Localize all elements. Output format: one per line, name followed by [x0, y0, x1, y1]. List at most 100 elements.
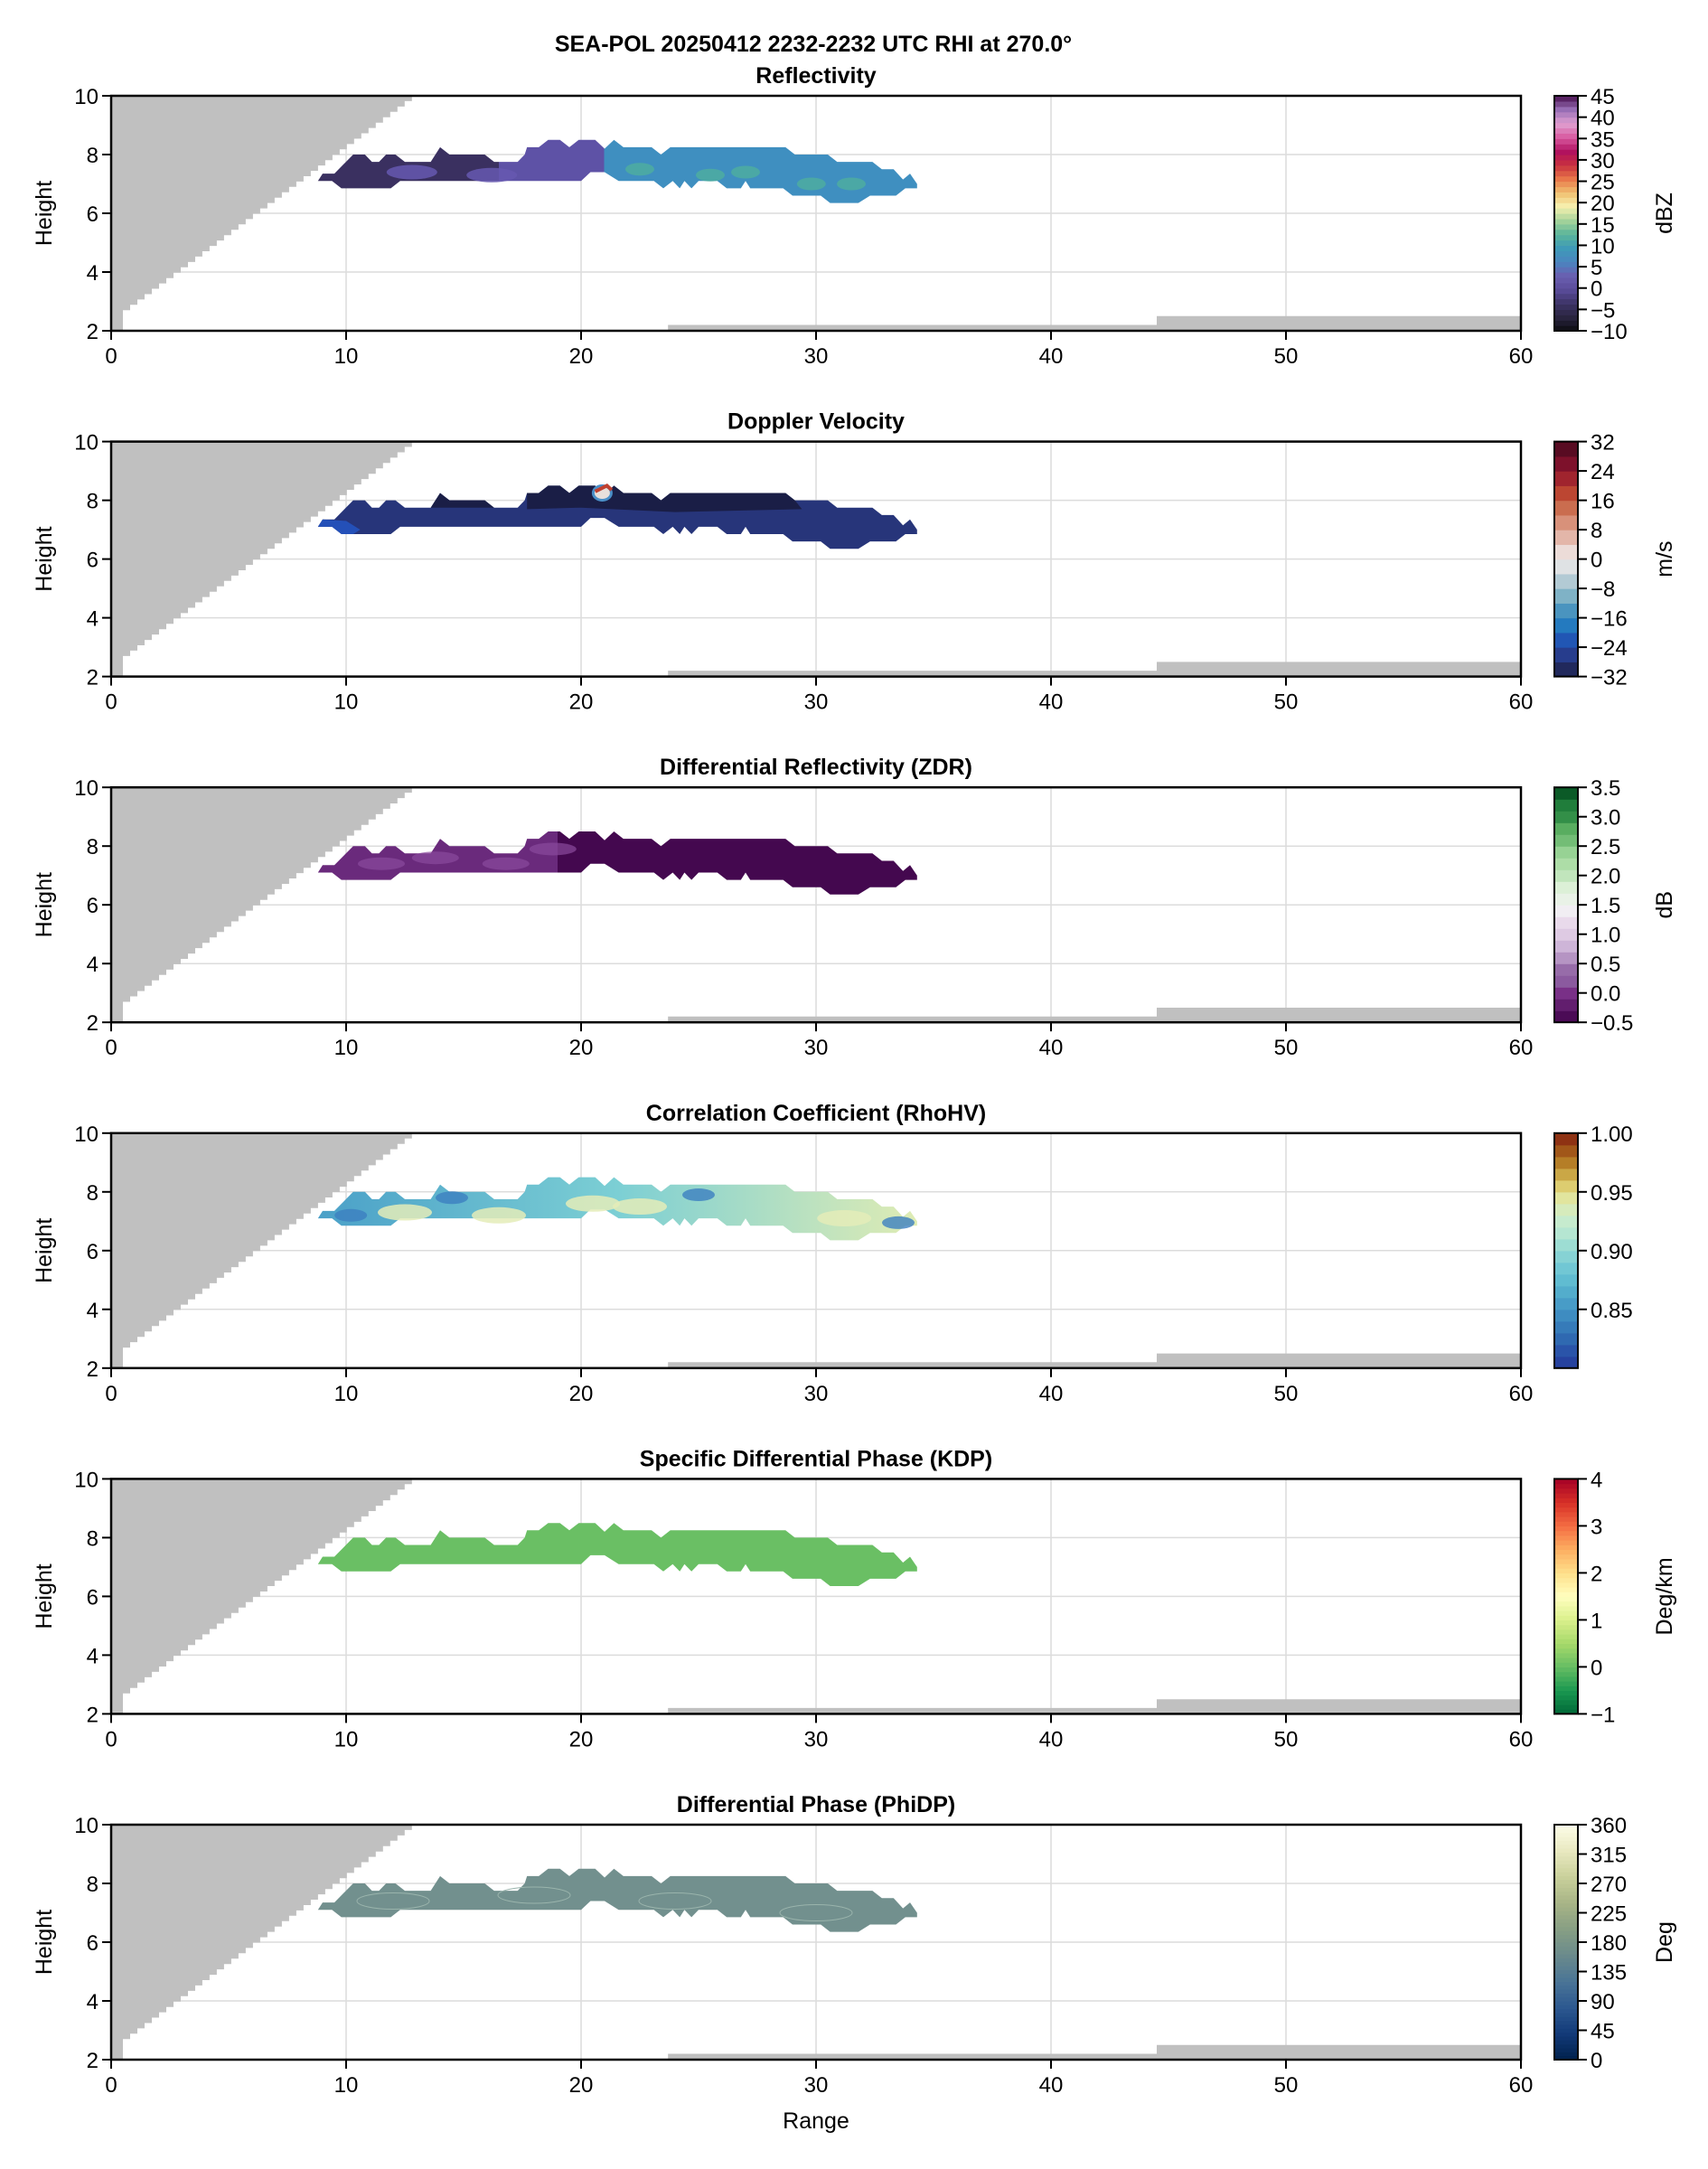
y-tick-label: 2: [87, 666, 99, 690]
colorbar-band: [1554, 1695, 1578, 1701]
colorbar-band: [1554, 277, 1578, 284]
beam-blockage-mask: [111, 1479, 412, 1714]
colorbar-band: [1554, 1144, 1578, 1158]
colorbar-tick-label: 40: [1591, 107, 1615, 131]
colorbar-tick-label: 0.0: [1591, 982, 1620, 1007]
colorbar-band: [1554, 869, 1578, 882]
reflectivity-cell: [837, 177, 866, 191]
colorbar-band: [1554, 1179, 1578, 1193]
grid-lines: [111, 1479, 1521, 1714]
y-tick-label: 2: [87, 320, 99, 344]
colorbar-band: [1554, 181, 1578, 188]
echo-polygon: [317, 1523, 917, 1586]
x-tick-label: 50: [1274, 690, 1299, 715]
colorbar-band: [1554, 1010, 1578, 1023]
colorbar-band: [1554, 1690, 1578, 1696]
colorbar-band: [1554, 1530, 1578, 1536]
y-tick-label: 6: [87, 1931, 99, 1956]
echo-polygon: [317, 831, 917, 895]
rhohv-cell: [436, 1191, 468, 1205]
x-tick-label: 20: [569, 2073, 594, 2098]
colorbar-band: [1554, 1320, 1578, 1334]
x-tick-label: 30: [804, 690, 829, 715]
reflectivity-cell: [696, 168, 725, 182]
phidp-contour: [497, 1886, 571, 1904]
colorbar-tick-label: −24: [1591, 636, 1628, 661]
colorbar-band: [1554, 2043, 1578, 2049]
colorbar: 1.00 0.95 0.90 0.85: [1553, 1122, 1633, 1369]
colorbar-band: [1554, 2040, 1578, 2045]
y-tick-label: 2: [87, 1011, 99, 1036]
echo-field: [317, 483, 917, 549]
beam-blockage-mask: [111, 787, 412, 1023]
colorbar-tick-label: 360: [1591, 1814, 1627, 1838]
rhohv-cell: [682, 1188, 715, 1202]
colorbar-band: [1554, 1502, 1578, 1508]
y-tick-label: 10: [74, 1814, 99, 1838]
colorbar-band: [1554, 1949, 1578, 1955]
x-tick-label: 40: [1039, 1036, 1064, 1060]
reflectivity-cell: [466, 167, 518, 183]
colorbar-band: [1554, 267, 1578, 273]
colorbar-band: [1554, 1344, 1578, 1357]
rhohv-cell: [817, 1210, 872, 1227]
colorbar-band: [1554, 223, 1578, 230]
colorbar-tick-label: −16: [1591, 607, 1628, 632]
colorbar-band: [1554, 1511, 1578, 1517]
colorbar-band: [1554, 1699, 1578, 1705]
echo-polygon: [317, 139, 917, 203]
colorbar-band: [1554, 603, 1578, 619]
colorbar-band: [1554, 1977, 1578, 1982]
colorbar-band: [1554, 2020, 1578, 2025]
colorbar-tick-label: 45: [1591, 2020, 1615, 2044]
x-tick-label: 20: [569, 344, 594, 369]
ground-clutter-mask: [668, 1353, 1521, 1368]
ground-clutter-mask: [668, 1008, 1521, 1023]
colorbar-band: [1554, 1132, 1578, 1146]
colorbar-band: [1554, 164, 1578, 172]
panel-title: Reflectivity: [755, 63, 876, 89]
colorbar-tick-label: 1.00: [1591, 1122, 1633, 1147]
colorbar-band: [1554, 1993, 1578, 1998]
colorbar-band: [1554, 1704, 1578, 1710]
colorbar-band: [1554, 916, 1578, 929]
x-tick-label: 40: [1039, 690, 1064, 715]
colorbar-band: [1554, 858, 1578, 870]
colorbar-tick-label: 20: [1591, 192, 1615, 216]
colorbar-tick-label: −10: [1591, 320, 1628, 344]
rhohv-cell: [882, 1216, 915, 1229]
beam-blockage-mask: [111, 96, 412, 331]
x-tick-label: 10: [334, 1036, 359, 1060]
beam-blockage-mask: [111, 1132, 412, 1368]
colorbar-band: [1554, 500, 1578, 516]
colorbar-band: [1554, 1596, 1578, 1602]
colorbar-band: [1554, 1238, 1578, 1252]
y-tick-label: 4: [87, 1644, 99, 1668]
colorbar-label: Deg: [1652, 1921, 1677, 1963]
colorbar-band: [1554, 186, 1578, 192]
colorbar-band: [1554, 122, 1578, 129]
colorbar-band: [1554, 96, 1578, 102]
x-tick-label: 60: [1509, 1727, 1534, 1751]
colorbar-band: [1554, 1493, 1578, 1498]
x-tick-label: 30: [804, 344, 829, 369]
colorbar-band: [1554, 1902, 1578, 1908]
colorbar-band: [1554, 287, 1578, 295]
ground-clutter-mask: [668, 662, 1521, 677]
y-tick-label: 10: [74, 776, 99, 801]
colorbar-band: [1554, 309, 1578, 315]
colorbar-tick-label: 45: [1591, 85, 1615, 109]
y-tick-label: 6: [87, 1585, 99, 1610]
colorbar-band: [1554, 239, 1578, 247]
colorbar-tick-label: −32: [1591, 666, 1628, 690]
x-tick-label: 60: [1509, 344, 1534, 369]
colorbar-tick-label: 8: [1591, 519, 1602, 543]
colorbar-band: [1554, 1601, 1578, 1607]
velocity-upper-layer: [405, 493, 494, 508]
panel-3: Differential Reflectivity (ZDR)0 10 20 30 40…: [32, 755, 1677, 1060]
colorbar-band: [1554, 1545, 1578, 1550]
colorbar-band: [1554, 2048, 1578, 2052]
colorbar-band: [1554, 514, 1578, 531]
colorbar-tick-label: 0.5: [1591, 953, 1620, 977]
